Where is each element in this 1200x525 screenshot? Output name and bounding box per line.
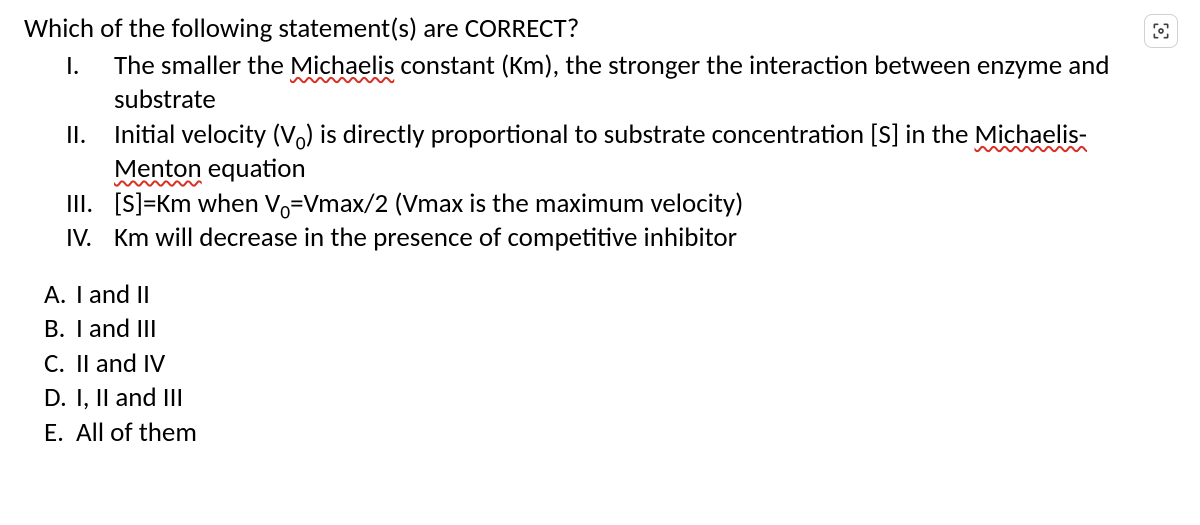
answer-text: I and II: [76, 278, 1180, 313]
roman-text: [S]=Km when V0=Vmax/2 (Vmax is the maxim…: [114, 187, 1180, 222]
answer-label: E.: [44, 416, 76, 451]
roman-item: III. [S]=Km when V0=Vmax/2 (Vmax is the …: [24, 187, 1180, 222]
question-page: Which of the following statement(s) are …: [0, 0, 1200, 463]
roman-statement-list: I. The smaller the Michaelis constant (K…: [24, 49, 1180, 256]
answer-option[interactable]: A. I and II: [24, 278, 1180, 313]
roman-label: III.: [66, 187, 114, 222]
roman-label: IV.: [66, 221, 114, 256]
answer-option[interactable]: D. I, II and III: [24, 381, 1180, 416]
answer-text: I, II and III: [76, 381, 1180, 416]
roman-label: I.: [66, 49, 114, 84]
roman-item: II. Initial velocity (V0) is directly pr…: [24, 118, 1180, 187]
roman-item: I. The smaller the Michaelis constant (K…: [24, 49, 1180, 118]
answer-option[interactable]: B. I and III: [24, 312, 1180, 347]
answer-option[interactable]: C. II and IV: [24, 347, 1180, 382]
answer-option-list: A. I and II B. I and III C. II and IV D.…: [24, 278, 1180, 451]
answer-option[interactable]: E. All of them: [24, 416, 1180, 451]
roman-text: The smaller the Michaelis constant (Km),…: [114, 49, 1180, 118]
answer-text: All of them: [76, 416, 1180, 451]
answer-text: II and IV: [76, 347, 1180, 382]
roman-item: IV. Km will decrease in the presence of …: [24, 221, 1180, 256]
answer-label: C.: [44, 347, 76, 382]
answer-label: A.: [44, 278, 76, 313]
roman-text: Initial velocity (V0) is directly propor…: [114, 118, 1180, 187]
roman-label: II.: [66, 118, 114, 153]
lens-icon: [1151, 21, 1171, 41]
question-stem: Which of the following statement(s) are …: [24, 12, 1180, 47]
answer-label: D.: [44, 381, 76, 416]
lens-button[interactable]: [1144, 14, 1178, 48]
roman-text: Km will decrease in the presence of comp…: [114, 221, 1180, 256]
answer-text: I and III: [76, 312, 1180, 347]
answer-label: B.: [44, 312, 76, 347]
